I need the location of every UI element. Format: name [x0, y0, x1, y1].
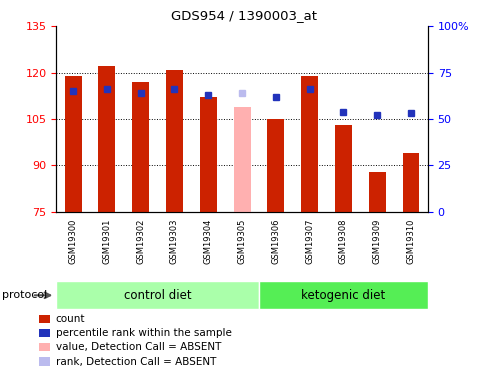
Text: GSM19301: GSM19301: [102, 219, 111, 264]
Text: GSM19309: GSM19309: [372, 219, 381, 264]
Text: GDS954 / 1390003_at: GDS954 / 1390003_at: [171, 9, 317, 22]
Text: GSM19308: GSM19308: [338, 219, 347, 264]
Text: value, Detection Call = ABSENT: value, Detection Call = ABSENT: [56, 342, 221, 352]
Bar: [233, 106, 250, 212]
Bar: [56, 281, 259, 309]
Text: GSM19310: GSM19310: [406, 219, 415, 264]
Text: count: count: [56, 314, 85, 324]
Bar: [200, 98, 216, 212]
Bar: [334, 125, 351, 212]
Text: protocol: protocol: [2, 290, 48, 300]
Text: percentile rank within the sample: percentile rank within the sample: [56, 328, 231, 338]
Bar: [98, 66, 115, 212]
Text: ketogenic diet: ketogenic diet: [301, 289, 385, 302]
Bar: [368, 172, 385, 212]
Bar: [301, 76, 317, 212]
Text: control diet: control diet: [123, 289, 191, 302]
Text: GSM19306: GSM19306: [271, 219, 280, 264]
Text: GSM19305: GSM19305: [237, 219, 246, 264]
Bar: [166, 70, 183, 212]
Text: rank, Detection Call = ABSENT: rank, Detection Call = ABSENT: [56, 357, 216, 366]
Bar: [64, 76, 81, 212]
Bar: [402, 153, 419, 212]
Bar: [132, 82, 149, 212]
Text: GSM19304: GSM19304: [203, 219, 212, 264]
Bar: [259, 281, 427, 309]
Text: GSM19303: GSM19303: [170, 219, 179, 264]
Bar: [267, 119, 284, 212]
Text: GSM19302: GSM19302: [136, 219, 145, 264]
Text: GSM19300: GSM19300: [68, 219, 78, 264]
Text: GSM19307: GSM19307: [305, 219, 313, 264]
